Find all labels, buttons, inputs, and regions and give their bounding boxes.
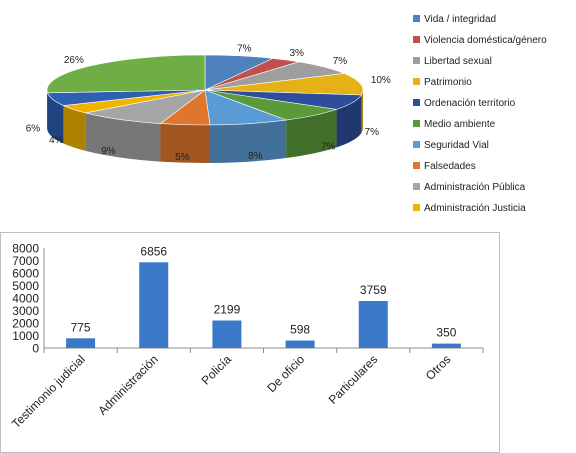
pie-data-label-7: 5% (175, 152, 190, 163)
legend-swatch-administracion-publica (413, 183, 420, 190)
bar-de-oficio (285, 340, 315, 348)
pie-data-label-11: 26% (64, 55, 84, 66)
pie-data-label-0: 7% (237, 43, 252, 54)
legend-label-patrimonio: Patrimonio (424, 77, 472, 88)
y-tick-label-1000: 1000 (12, 329, 39, 343)
bar-policia (212, 320, 242, 348)
pie-data-label-10: 6% (26, 123, 41, 134)
pie-legend: Vida / integridad Violencia doméstica/gén… (413, 14, 547, 214)
bar-administracion (139, 262, 169, 348)
y-tick-label-6000: 6000 (12, 267, 39, 281)
bar-value-label-de-oficio: 598 (290, 323, 310, 337)
legend-swatch-administracion-justicia (413, 204, 420, 211)
legend-swatch-seguridad-vial (413, 141, 420, 148)
bar-value-label-particulares: 3759 (360, 283, 387, 297)
legend-swatch-falsedades (413, 162, 420, 169)
legend-swatch-ordenacion-territorio (413, 99, 420, 106)
pie-slice-side-8 (85, 112, 161, 162)
legend-label-violencia-domestica-genero: Violencia doméstica/género (424, 35, 547, 46)
legend-label-libertad-sexual: Libertad sexual (424, 56, 492, 67)
pie-slice-side-5 (286, 109, 337, 159)
legend-label-vida-integridad: Vida / integridad (424, 14, 496, 25)
pie-slice-8 (85, 89, 206, 124)
legend-label-administracion-publica: Administración Pública (424, 182, 526, 193)
legend-label-medio-ambiente: Medio ambiente (424, 119, 496, 130)
pie-data-label-8: 9% (101, 146, 116, 157)
pie-slice-3 (204, 73, 364, 96)
y-tick-label-2000: 2000 (12, 317, 39, 331)
bar-value-label-otros: 350 (436, 326, 456, 340)
y-tick-label-5000: 5000 (12, 279, 39, 293)
bar-otros (431, 343, 461, 348)
legend-label-falsedades: Falsedades (424, 161, 476, 172)
pie-data-label-2: 7% (333, 56, 348, 67)
pie-data-label-6: 8% (248, 151, 263, 162)
bar-value-label-administracion: 6856 (140, 244, 167, 258)
pie-data-label-1: 3% (289, 48, 304, 59)
legend-swatch-vida-integridad (413, 15, 420, 22)
pie-slice-side-9 (63, 105, 86, 151)
pie-slice-side-4 (336, 94, 362, 148)
bar-testimonio-judicial (66, 338, 96, 348)
pie-data-label-5: 7% (321, 142, 336, 153)
y-tick-label-8000: 8000 (12, 242, 39, 256)
legend-swatch-patrimonio (413, 78, 420, 85)
legend-label-administracion-justicia: Administración Justicia (424, 203, 526, 214)
pie-chart: 7% 3% 7% 10% 7% 7% 8% 5% 9% 4% 6% 26% Vida / integr… (26, 14, 547, 214)
legend-label-ordenacion-territorio: Ordenación territorio (424, 98, 516, 109)
bar-value-label-testimonio-judicial: 775 (71, 320, 91, 334)
pie-slice-side-3 (361, 90, 363, 133)
y-tick-label-4000: 4000 (12, 292, 39, 306)
bar-particulares (358, 301, 388, 348)
legend-swatch-libertad-sexual (413, 57, 420, 64)
bar-value-label-policia: 2199 (214, 303, 241, 317)
legend-swatch-medio-ambiente (413, 120, 420, 127)
pie-data-label-3: 10% (371, 75, 391, 86)
legend-label-seguridad-vial: Seguridad Vial (424, 140, 489, 151)
y-tick-label-0: 0 (32, 342, 39, 356)
pie-slice-side-6 (210, 120, 287, 163)
legend-swatch-violencia-domestica-genero (413, 36, 420, 43)
pie-data-label-9: 4% (49, 135, 64, 146)
bar-series: 775 6856 2199 598 3759 350 (66, 244, 461, 348)
pie-slice-11 (46, 54, 206, 94)
y-tick-label-3000: 3000 (12, 304, 39, 318)
pie-data-label-4: 7% (365, 127, 380, 138)
pie-slice-side-7 (160, 123, 211, 163)
y-tick-label-7000: 7000 (12, 254, 39, 268)
pie-slice-side-10 (47, 92, 64, 144)
